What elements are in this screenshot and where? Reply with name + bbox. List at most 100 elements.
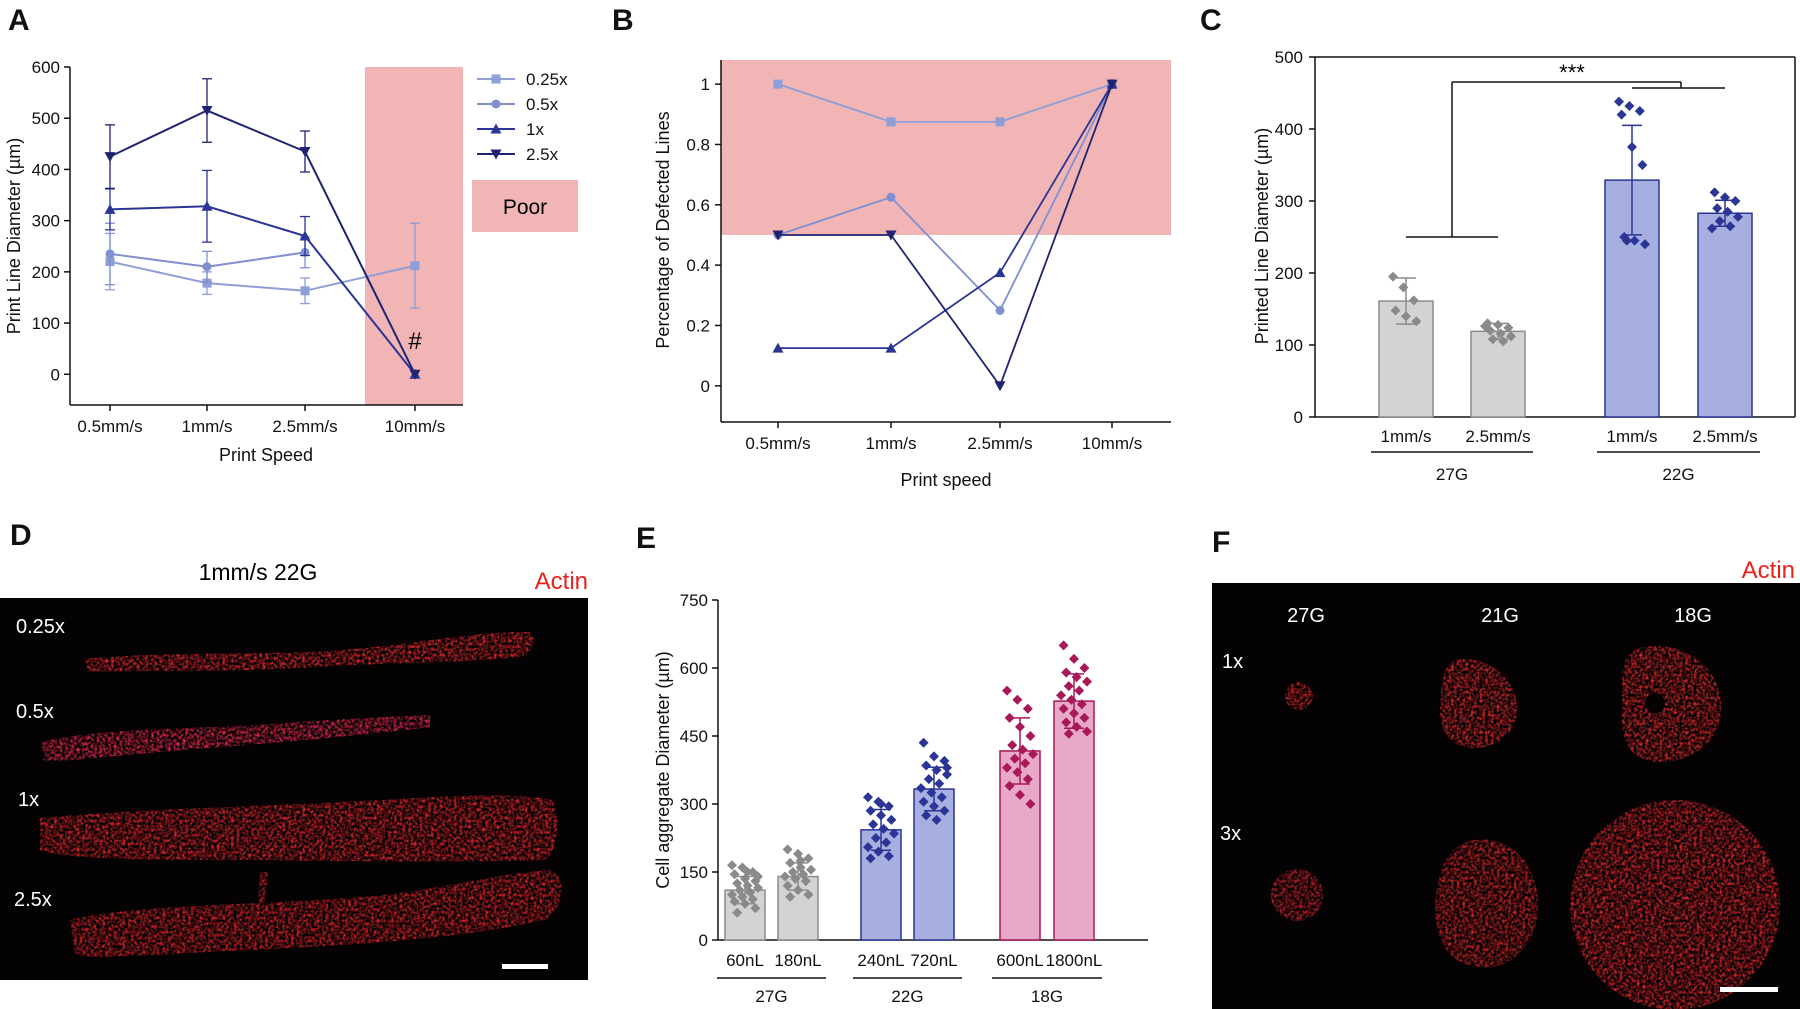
panel-e-data-point	[926, 787, 937, 798]
panel-e-data-point	[1076, 699, 1087, 710]
panel-d-row-label-25x: 2.5x	[14, 889, 52, 911]
panel-e-data-point	[929, 751, 939, 762]
panel-c-y-tick-label: 400	[1275, 120, 1303, 139]
panel-f-aggregate-18g-3x	[1570, 800, 1780, 1009]
panel-e-data-point	[873, 846, 884, 857]
panel-e-data-point	[878, 823, 889, 834]
panel-e-data-point	[918, 796, 929, 807]
panel-b-y-tick-label: 0.6	[686, 196, 710, 215]
panel-letter-e: E	[636, 522, 656, 555]
panel-a-point-2.5x	[299, 147, 311, 157]
panel-f-col-label-27g: 27G	[1287, 605, 1325, 627]
panel-c-data-point	[1398, 282, 1409, 293]
panel-e-data-point	[803, 853, 814, 864]
panel-e-data-point	[1012, 694, 1023, 705]
panel-c-data-point	[1503, 322, 1514, 333]
panel-b-y-tick-label: 0.4	[686, 256, 710, 275]
panel-e-group-label: 18G	[1031, 987, 1063, 1006]
panel-b-point-2.5x	[772, 230, 784, 241]
panel-d-strand-05x	[42, 715, 430, 761]
panel-a-poor-region	[365, 67, 463, 405]
panel-d-strand-025x	[85, 631, 534, 672]
panel-b-line-chart: 0 0.2 0.4 0.6 0.8 1 0.5mm/s 1mm/s 2.5mm/s 10mm/s…	[653, 60, 1171, 490]
panel-letter-c: C	[1200, 4, 1222, 37]
panel-e-data-point	[1069, 653, 1079, 664]
panel-e-data-point	[790, 873, 801, 884]
panel-e-bar-chart: 0 150 300 450 600 750 60nL 180nL 27G 240nL 720nL 2…	[653, 591, 1148, 1006]
panel-e-data-point	[863, 792, 873, 803]
panel-c-data-point	[1634, 106, 1645, 116]
panel-f-aggregate-21g-3x	[1435, 839, 1539, 968]
panel-a-poor-label-box	[472, 180, 578, 232]
panel-c-data-point	[1614, 96, 1624, 107]
panel-c-data-point	[1624, 100, 1635, 111]
panel-c-bar	[1697, 212, 1753, 418]
panel-e-y-label: Cell aggregate Diameter (µm)	[653, 651, 673, 888]
panel-e-data-point	[929, 801, 939, 812]
panel-a-point-1x	[104, 203, 116, 214]
panel-letter-f: F	[1212, 526, 1230, 559]
panel-c-data-point	[1408, 295, 1419, 306]
panel-b-x-tick-label: 10mm/s	[1082, 434, 1142, 453]
panel-f-micrograph: Actin 27G 21G 18G 1x 3x	[1212, 557, 1800, 1009]
panel-b-point-0.25x	[773, 79, 783, 89]
panel-e-group-label: 22G	[891, 987, 923, 1006]
panel-c-data-point	[1480, 321, 1490, 332]
panel-f-col-label-21g: 21G	[1481, 605, 1519, 627]
panel-f-aggregate-18g-1x	[1621, 646, 1722, 763]
panel-e-data-point	[870, 833, 881, 843]
panel-b-y-tick-label: 0.8	[686, 135, 710, 154]
panel-c-group-label: 27G	[1436, 465, 1468, 484]
panel-e-data-point	[1007, 740, 1018, 751]
panel-a-legend: 0.25x 0.5x 1x 2.5x	[477, 70, 568, 164]
panel-e-data-point	[931, 765, 942, 775]
panel-b-y-tick-label: 0	[701, 377, 710, 396]
panel-e-group-label: 27G	[755, 987, 787, 1006]
panel-e-y-tick-label: 0	[699, 931, 708, 950]
panel-e-data-point	[782, 880, 793, 891]
panel-e-data-point	[803, 889, 814, 900]
panel-f-col-label-18g: 18G	[1674, 605, 1712, 627]
panel-e-data-point	[795, 855, 806, 866]
panel-c-y-label: Printed Line Diameter (µm)	[1252, 128, 1272, 344]
panel-e-data-point	[732, 907, 743, 918]
panel-d-strand-25x	[70, 870, 562, 957]
panel-e-y-tick-label: 300	[680, 795, 708, 814]
panel-b-x-tick-label: 0.5mm/s	[745, 434, 810, 453]
panel-b-x-tick-label: 2.5mm/s	[967, 434, 1032, 453]
panel-a-x-label: Print Speed	[219, 445, 313, 465]
panel-c-data-point	[1730, 196, 1741, 206]
panel-c-data-point	[1709, 187, 1720, 198]
panel-c-data-point	[1640, 239, 1650, 250]
panel-c-data-point	[1733, 211, 1743, 222]
panel-d-row-label-025x: 0.25x	[16, 616, 65, 638]
panel-f-aggregate-21g-1x	[1439, 659, 1518, 749]
panel-e-data-point	[747, 894, 758, 905]
panel-e-data-point	[1058, 640, 1069, 651]
panel-letter-b: B	[612, 4, 634, 37]
panel-e-data-point	[1061, 717, 1072, 728]
panel-c-data-point	[1495, 328, 1506, 339]
panel-d-strand-25x-spur	[258, 872, 268, 905]
panel-e-data-point	[883, 851, 894, 862]
panel-b-x-tick-label: 1mm/s	[866, 434, 917, 453]
panel-e-data-point	[800, 876, 811, 887]
panel-c-data-point	[1714, 216, 1725, 227]
panel-c-data-point	[1487, 334, 1498, 345]
panel-e-data-point	[782, 844, 793, 855]
panel-d-strand-1x	[40, 795, 558, 862]
panel-d-stain-label: Actin	[535, 568, 588, 595]
panel-a-legend-marker	[490, 123, 502, 134]
panel-e-data-point	[865, 805, 876, 816]
panel-c-data-point	[1506, 331, 1516, 342]
panel-e-data-point	[753, 871, 763, 882]
panel-f-aggregate-27g-1x	[1285, 682, 1313, 710]
panel-e-y-tick-label: 450	[680, 727, 708, 746]
panel-f-stain-label: Actin	[1742, 557, 1795, 584]
panel-d-title: 1mm/s 22G	[199, 559, 318, 585]
panel-e-data-point	[729, 869, 740, 880]
panel-c-data-point	[1637, 160, 1648, 170]
panel-c-data-point	[1621, 235, 1632, 246]
